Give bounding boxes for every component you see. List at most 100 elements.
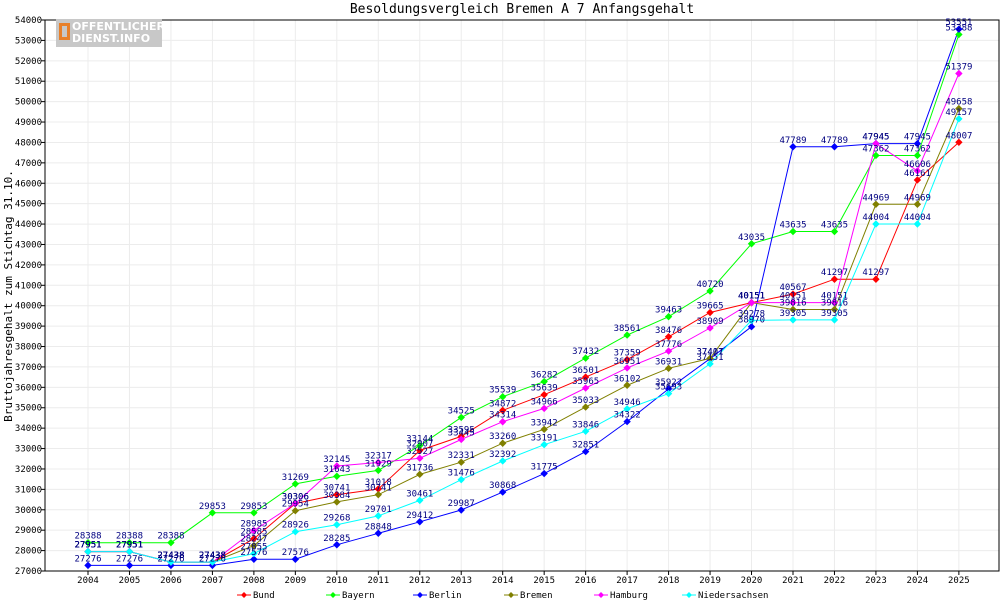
data-point xyxy=(706,308,714,317)
y-tick-label: 39000 xyxy=(15,322,42,332)
data-point xyxy=(872,275,880,283)
data-label: 47362 xyxy=(904,144,931,154)
data-point xyxy=(416,454,424,462)
data-label: 35539 xyxy=(489,386,516,396)
data-point xyxy=(457,435,465,444)
data-label: 31736 xyxy=(406,463,433,473)
data-label: 33595 xyxy=(448,425,475,435)
data-point xyxy=(913,139,922,148)
data-point xyxy=(747,298,756,307)
data-point xyxy=(540,377,548,386)
data-label: 32907 xyxy=(406,439,433,449)
data-point xyxy=(498,439,507,447)
data-point xyxy=(250,541,258,550)
data-label: 36102 xyxy=(614,374,641,384)
data-label: 47789 xyxy=(779,136,806,146)
y-tick-label: 52000 xyxy=(15,57,42,67)
data-point xyxy=(789,143,797,151)
data-label: 36951 xyxy=(614,357,641,367)
data-point xyxy=(623,331,631,339)
data-label: 34314 xyxy=(489,411,516,421)
legend-marker xyxy=(417,592,423,598)
data-point xyxy=(706,287,714,295)
data-label: 27951 xyxy=(116,541,143,551)
data-label: 38476 xyxy=(655,326,682,336)
data-label: 43635 xyxy=(821,221,848,231)
data-label: 35922 xyxy=(655,378,682,388)
data-label: 29701 xyxy=(365,505,392,515)
data-label: 27951 xyxy=(116,541,143,551)
data-point xyxy=(664,389,673,398)
x-tick-label: 2008 xyxy=(243,576,265,586)
data-point xyxy=(540,390,548,399)
logo-mark-icon xyxy=(59,23,70,40)
data-label: 27276 xyxy=(199,554,226,564)
data-point xyxy=(416,470,424,479)
data-label: 47945 xyxy=(904,133,931,143)
data-point xyxy=(374,466,382,475)
data-label: 31775 xyxy=(531,463,558,473)
data-label: 39278 xyxy=(738,309,765,319)
data-point xyxy=(872,200,880,209)
data-label: 33846 xyxy=(572,420,599,430)
data-point xyxy=(125,561,134,570)
data-label: 30741 xyxy=(365,484,392,494)
x-tick-label: 2023 xyxy=(865,576,887,586)
grid xyxy=(45,19,999,572)
series-points xyxy=(84,25,963,570)
data-label: 36282 xyxy=(531,371,558,381)
x-tick-label: 2016 xyxy=(575,576,597,586)
x-tick-label: 2021 xyxy=(782,576,804,586)
x-tick-label: 2005 xyxy=(119,576,141,586)
legend-marker xyxy=(598,592,604,598)
legend-marker xyxy=(330,592,336,598)
data-point xyxy=(498,406,507,415)
data-label: 34525 xyxy=(448,406,475,416)
data-point xyxy=(623,381,631,389)
data-label: 40151 xyxy=(779,292,806,302)
data-point xyxy=(540,425,548,434)
data-label: 27951 xyxy=(74,541,101,551)
data-label: 37401 xyxy=(697,348,724,358)
data-point xyxy=(540,440,548,449)
data-label: 28388 xyxy=(74,532,101,542)
data-label: 47789 xyxy=(821,136,848,146)
data-label: 40151 xyxy=(821,292,848,302)
data-point xyxy=(830,275,839,283)
logo-line-1: OFFENTLICHER xyxy=(72,20,165,33)
x-tick-label: 2007 xyxy=(202,576,224,586)
data-point xyxy=(747,323,756,331)
data-point xyxy=(830,227,839,236)
data-label: 29954 xyxy=(282,500,309,510)
data-point xyxy=(457,506,465,514)
data-point xyxy=(333,498,341,506)
data-label: 41297 xyxy=(862,268,889,278)
data-label: 47945 xyxy=(862,133,889,143)
x-tick-label: 2022 xyxy=(824,576,846,586)
data-label: 28585 xyxy=(240,528,267,538)
x-tick-label: 2018 xyxy=(658,576,680,586)
data-label: 29268 xyxy=(323,514,350,524)
data-label: 33942 xyxy=(531,418,558,428)
data-label: 44004 xyxy=(862,213,889,223)
data-point xyxy=(250,555,258,563)
legend-marker xyxy=(686,592,692,598)
data-label: 29853 xyxy=(240,502,267,512)
data-label: 47945 xyxy=(862,133,889,143)
data-label: 39463 xyxy=(655,306,682,316)
data-label: 43035 xyxy=(738,233,765,243)
data-label: 31018 xyxy=(365,478,392,488)
data-label: 32145 xyxy=(323,455,350,465)
data-label: 28247 xyxy=(240,535,267,545)
data-point xyxy=(581,427,590,435)
data-point xyxy=(830,316,839,324)
x-tick-label: 2017 xyxy=(616,576,638,586)
data-label: 35639 xyxy=(531,384,558,394)
data-label: 36501 xyxy=(572,366,599,376)
data-label: 39816 xyxy=(821,298,848,308)
data-label: 43635 xyxy=(779,221,806,231)
y-tick-label: 43000 xyxy=(15,240,42,250)
legend-label-niedersachsen: Niedersachsen xyxy=(698,591,768,600)
data-point xyxy=(789,227,797,236)
y-tick-label: 46000 xyxy=(15,179,42,189)
